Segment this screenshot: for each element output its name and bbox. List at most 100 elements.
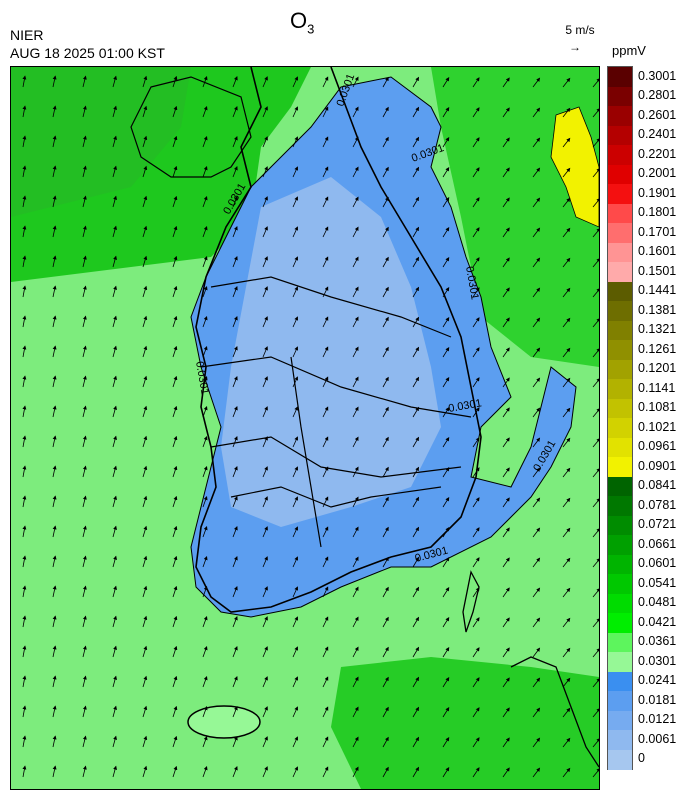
wind-arrow-icon <box>172 555 178 568</box>
wind-arrow-icon <box>412 286 420 298</box>
colorbar-tick-label: 0.3001 <box>638 68 677 83</box>
wind-arrow-icon <box>172 765 178 778</box>
colorbar-tick-label: 0.0661 <box>638 536 677 551</box>
wind-arrow-icon <box>382 106 389 118</box>
wind-arrow-icon <box>262 196 268 208</box>
wind-arrow-icon <box>412 736 420 748</box>
wind-arrow-icon <box>532 77 541 88</box>
wind-arrow-icon <box>502 767 510 778</box>
wind-arrow-icon <box>142 585 148 598</box>
wind-arrow-icon <box>82 225 87 238</box>
wind-arrow-icon <box>292 616 299 628</box>
wind-arrow-icon <box>52 165 57 178</box>
wind-arrow-icon <box>502 347 510 358</box>
wind-arrow-icon <box>262 376 268 388</box>
colorbar-swatch <box>608 749 632 770</box>
wind-arrow-icon <box>52 465 57 478</box>
wind-arrow-icon <box>412 586 420 598</box>
wind-arrow-icon <box>472 317 480 328</box>
colorbar-swatch <box>608 262 632 282</box>
wind-arrow-icon <box>112 765 117 778</box>
wind-arrow-icon <box>562 557 571 568</box>
wind-arrow-icon <box>442 257 450 268</box>
wind-arrow-icon <box>502 437 510 448</box>
wind-arrow-icon <box>412 676 420 688</box>
wind-arrow-icon <box>82 495 87 508</box>
wind-arrow-icon <box>142 435 148 448</box>
wind-arrow-icon <box>442 767 450 778</box>
wind-arrow-icon <box>262 316 268 328</box>
wind-arrow-icon <box>202 435 208 448</box>
wind-arrow-icon <box>232 706 238 718</box>
wind-arrow-icon <box>82 75 87 88</box>
wind-arrow-icon <box>592 107 599 118</box>
wind-arrow-icon <box>202 105 208 118</box>
wind-arrow-icon <box>232 166 238 178</box>
wind-arrow-icon <box>562 347 571 358</box>
wind-arrow-icon <box>562 287 571 298</box>
wind-arrow-icon <box>502 677 510 688</box>
wind-arrow-icon <box>382 226 389 238</box>
colorbar-tick-label: 0.0181 <box>638 692 677 707</box>
wind-arrow-icon <box>142 225 148 238</box>
wind-arrow-icon <box>502 467 510 478</box>
wind-arrow-icon <box>322 526 329 538</box>
wind-arrow-icon <box>352 526 359 538</box>
wind-arrow-icon <box>442 197 450 208</box>
wind-arrow-icon <box>532 137 541 148</box>
wind-arrow-icon <box>292 226 299 238</box>
wind-arrow-icon <box>172 135 178 148</box>
wind-arrow-icon <box>502 557 510 568</box>
title-main: O <box>290 8 308 33</box>
map-canvas: 0.0301 0.0301 0.0301 0.0301 0.0301 0.030… <box>11 67 599 789</box>
wind-arrow-icon <box>112 255 117 268</box>
wind-arrow-icon <box>412 556 420 568</box>
colorbar-tick-label: 0.0241 <box>638 673 677 688</box>
wind-arrow-icon <box>82 525 87 538</box>
wind-arrow-icon <box>472 737 480 748</box>
wind-arrow-icon <box>22 405 27 418</box>
wind-arrow-icon <box>82 195 87 208</box>
colorbar-tick-label: 0.1381 <box>638 302 677 317</box>
wind-arrow-icon <box>502 317 510 328</box>
colorbar-swatch <box>608 632 632 653</box>
wind-arrow-icon <box>412 76 420 88</box>
wind-arrow-icon <box>262 76 268 88</box>
wind-arrow-icon <box>412 136 420 148</box>
wind-arrow-icon <box>532 317 541 328</box>
colorbar-swatch <box>608 379 632 399</box>
wind-arrow-icon <box>352 166 359 178</box>
wind-arrow-icon <box>352 436 359 448</box>
wind-arrow-icon <box>202 585 208 598</box>
wind-arrow-icon <box>52 435 57 448</box>
wind-arrow-icon <box>172 285 178 298</box>
colorbar-tick-label: 0.0361 <box>638 634 677 649</box>
wind-vectors <box>22 75 599 778</box>
wind-arrow-icon <box>232 376 238 388</box>
colorbar-swatch <box>608 67 632 87</box>
wind-arrow-icon <box>82 405 87 418</box>
wind-arrow-icon <box>322 586 329 598</box>
wind-arrow-icon <box>142 135 148 148</box>
colorbar-tick-label: 0.0421 <box>638 614 677 629</box>
wind-arrow-icon <box>322 676 329 688</box>
wind-arrow-icon <box>502 257 510 268</box>
wind-arrow-icon <box>112 135 117 148</box>
wind-arrow-icon <box>322 256 329 268</box>
wind-arrow-icon <box>442 677 450 688</box>
colorbar-tick-label: 0.1321 <box>638 322 677 337</box>
wind-arrow-icon <box>112 645 117 658</box>
wind-arrow-icon <box>562 167 571 178</box>
wind-arrow-icon <box>202 345 208 358</box>
colorbar-tick-label: 0.0961 <box>638 439 677 454</box>
wind-arrow-icon <box>292 166 299 178</box>
wind-arrow-icon <box>112 315 117 328</box>
wind-arrow-icon <box>262 406 268 418</box>
wind-arrow-icon <box>412 106 420 118</box>
wind-arrow-icon <box>592 407 599 418</box>
colorbar-tick-label: 0.0901 <box>638 458 677 473</box>
wind-arrow-icon <box>82 735 87 748</box>
wind-arrow-icon <box>472 587 480 598</box>
wind-arrow-icon <box>412 376 420 388</box>
wind-arrow-icon <box>412 226 420 238</box>
